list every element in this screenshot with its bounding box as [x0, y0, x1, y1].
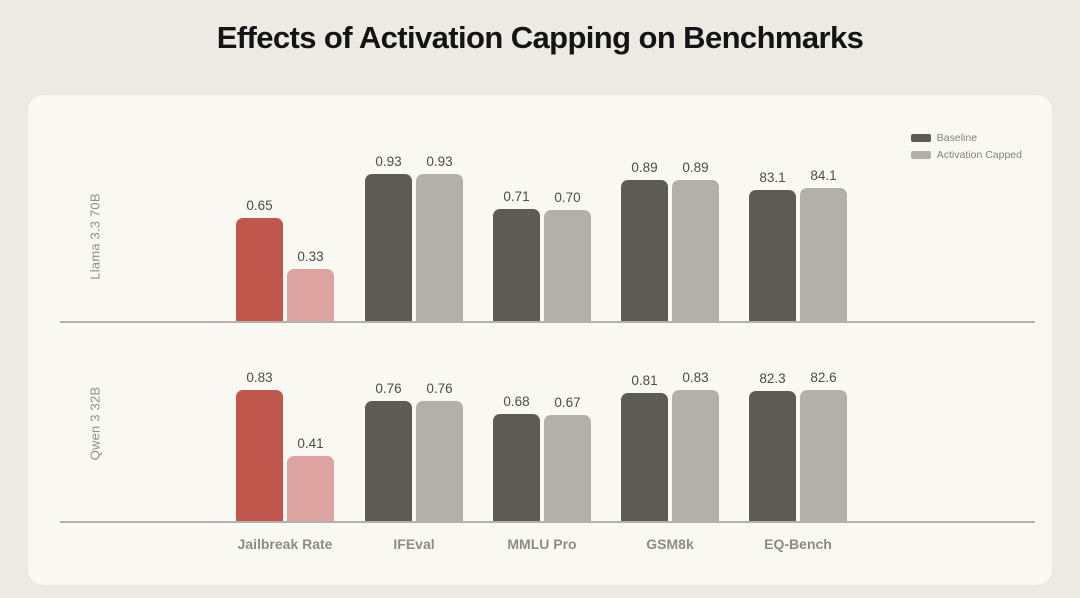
- legend-item: Baseline: [910, 132, 1022, 144]
- bar-value-label: 0.93: [375, 154, 402, 169]
- bar-baseline: [236, 390, 283, 521]
- legend-swatch-icon: [910, 151, 931, 159]
- bar-capped: [672, 390, 719, 521]
- bar-value-label: 0.83: [682, 370, 709, 385]
- bar-value-label: 0.83: [246, 370, 273, 385]
- bar-baseline: [749, 190, 796, 321]
- bar-value-label: 82.6: [810, 370, 837, 385]
- bar-value-label: 0.70: [554, 190, 581, 205]
- bar-value-label: 0.76: [375, 381, 402, 396]
- bar-baseline: [621, 393, 668, 521]
- bar-capped: [287, 269, 334, 321]
- bar-capped: [800, 188, 847, 321]
- bar-capped: [800, 390, 847, 521]
- row-model-label: Llama 3.3 70B: [87, 193, 103, 280]
- bar-value-label: 0.68: [503, 394, 530, 409]
- bar-baseline: [749, 391, 796, 521]
- legend-label: Activation Capped: [936, 149, 1022, 161]
- bar-capped: [416, 174, 463, 321]
- category-label: Jailbreak Rate: [237, 536, 333, 552]
- bar-value-label: 0.81: [631, 373, 658, 388]
- axis-baseline: [60, 321, 1035, 323]
- bar-capped: [672, 180, 719, 321]
- bar-value-label: 84.1: [810, 168, 837, 183]
- category-label: IFEval: [393, 536, 435, 552]
- chart-panel: Baseline Activation Capped Llama 3.3 70B 0…: [28, 95, 1052, 585]
- row-model-label: Qwen 3 32B: [87, 386, 103, 460]
- legend-swatch-icon: [910, 134, 931, 142]
- category-label: MMLU Pro: [507, 536, 577, 552]
- bar-capped: [544, 415, 591, 521]
- bar-baseline: [365, 174, 412, 321]
- bar-value-label: 0.33: [297, 249, 324, 264]
- legend-item: Activation Capped: [910, 149, 1022, 161]
- category-label: GSM8k: [646, 536, 694, 552]
- bar-value-label: 82.3: [759, 371, 786, 386]
- chart-row: Llama 3.3 70B 0.65 0.93 0.71 0.89 83.1 0.33 0.9…: [28, 95, 1052, 323]
- bar-baseline: [236, 218, 283, 321]
- bar-baseline: [493, 414, 540, 521]
- bar-value-label: 0.71: [503, 189, 530, 204]
- bar-value-label: 0.93: [426, 154, 453, 169]
- bar-value-label: 0.41: [297, 436, 324, 451]
- bar-value-label: 0.67: [554, 395, 581, 410]
- category-label: EQ-Bench: [764, 536, 832, 552]
- bar-value-label: 83.1: [759, 170, 786, 185]
- bar-value-label: 0.65: [246, 198, 273, 213]
- bar-capped: [544, 210, 591, 321]
- bar-capped: [416, 401, 463, 521]
- bar-value-label: 0.76: [426, 381, 453, 396]
- chart-row: Qwen 3 32B 0.83 0.76 0.68 0.81 82.3 0.41 0.76 0.…: [28, 323, 1052, 523]
- legend: Baseline Activation Capped: [910, 132, 1022, 166]
- bar-baseline: [493, 209, 540, 321]
- bar-capped: [287, 456, 334, 521]
- bar-baseline: [365, 401, 412, 521]
- bar-baseline: [621, 180, 668, 321]
- bar-value-label: 0.89: [682, 160, 709, 175]
- axis-baseline: [60, 521, 1035, 523]
- chart-title: Effects of Activation Capping on Benchma…: [216, 20, 864, 55]
- legend-label: Baseline: [936, 132, 978, 144]
- bar-value-label: 0.89: [631, 160, 658, 175]
